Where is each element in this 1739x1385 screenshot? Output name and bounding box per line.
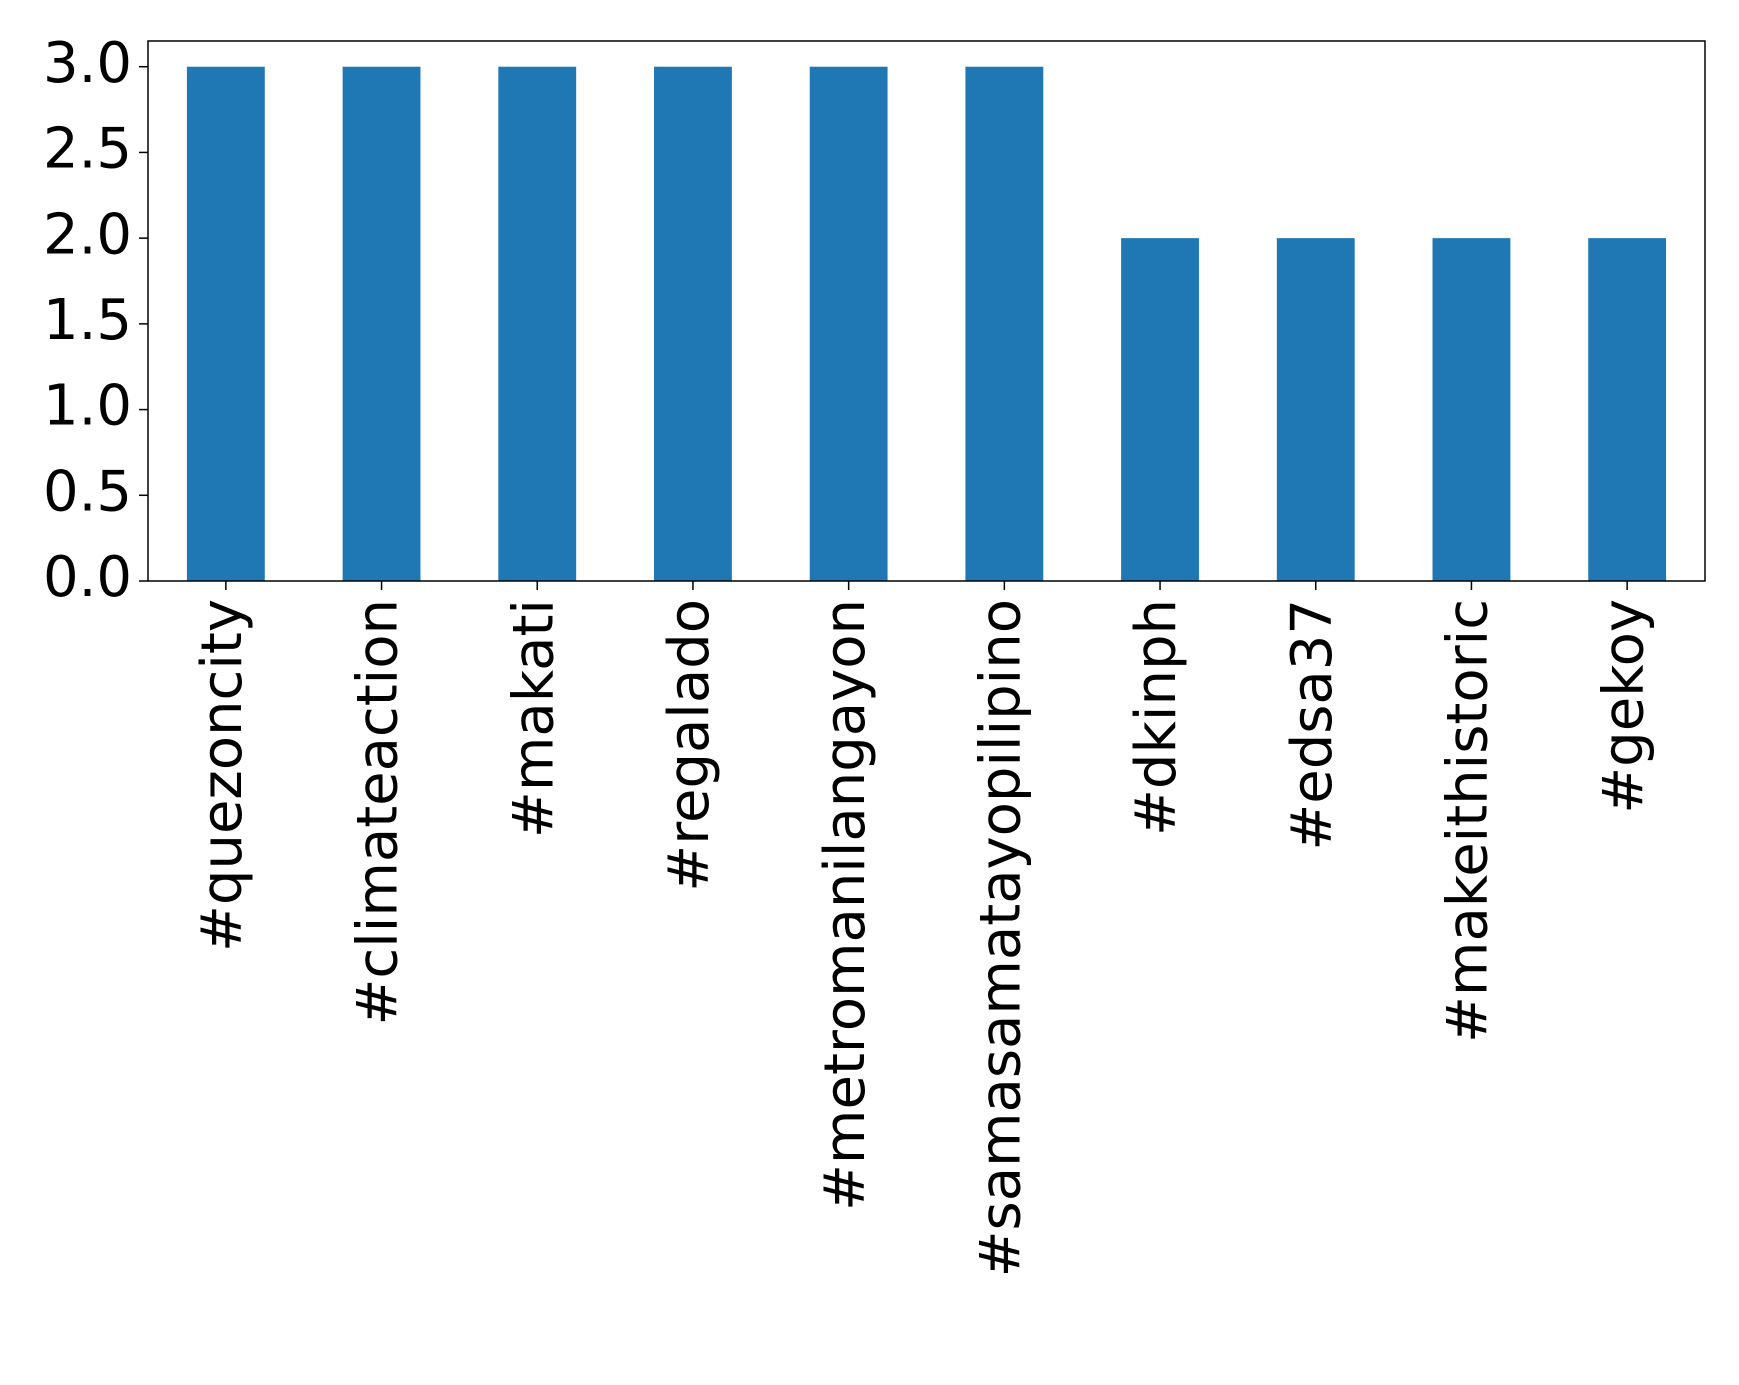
x-tick-label: #dkinph: [1124, 599, 1189, 836]
x-tick-label: #regalado: [657, 599, 722, 892]
bar: [498, 66, 577, 581]
y-tick-label: 1.5: [43, 288, 132, 353]
y-tick-label: 3.0: [43, 31, 132, 96]
bar: [1432, 238, 1511, 581]
y-tick-label: 0.5: [43, 459, 132, 524]
bar: [342, 66, 421, 581]
bar: [1588, 238, 1667, 581]
bar: [1121, 238, 1199, 581]
x-tick-label: #samasamatayopilipino: [968, 599, 1033, 1277]
bar: [965, 66, 1044, 581]
y-tick-label: 2.0: [43, 202, 132, 267]
x-tick-label: #quezoncity: [190, 599, 255, 952]
y-tick-label: 2.5: [43, 117, 132, 182]
bar: [654, 66, 732, 581]
bar: [1276, 238, 1355, 581]
x-tick-label: #makeithistoric: [1436, 599, 1501, 1043]
y-tick-label: 0.0: [43, 545, 132, 610]
x-tick-label: #metromanilangayon: [813, 599, 878, 1211]
x-tick-label: #edsa37: [1280, 599, 1345, 851]
bar: [186, 66, 265, 581]
x-tick-label: #gekoy: [1591, 599, 1656, 814]
x-tick-label: #climateaction: [346, 599, 411, 1025]
y-tick-label: 1.0: [43, 374, 132, 439]
plot-frame: [147, 40, 1706, 582]
bar: [809, 66, 888, 581]
x-tick-label: #makati: [501, 599, 566, 838]
